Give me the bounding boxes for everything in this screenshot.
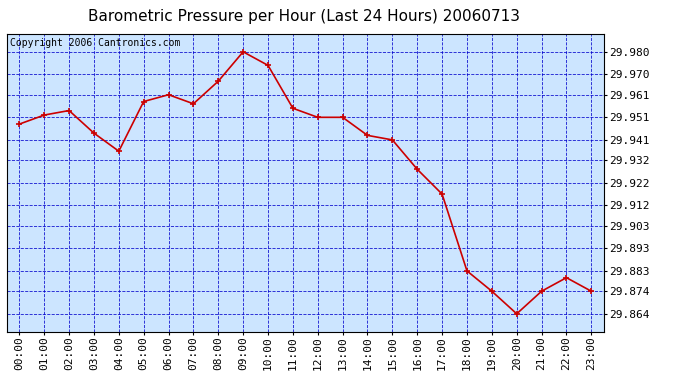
- Text: Copyright 2006 Cantronics.com: Copyright 2006 Cantronics.com: [10, 38, 180, 48]
- Text: Barometric Pressure per Hour (Last 24 Hours) 20060713: Barometric Pressure per Hour (Last 24 Ho…: [88, 9, 520, 24]
